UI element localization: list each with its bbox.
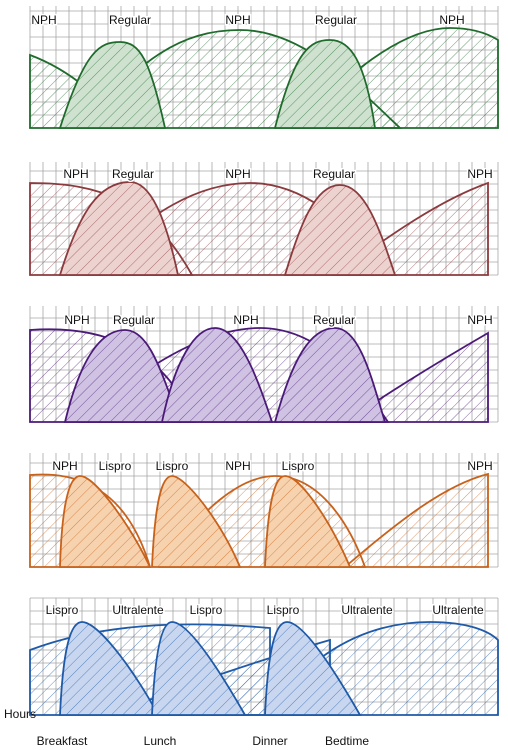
- label-nph-5: NPH: [439, 13, 464, 27]
- meal-label-bedtime: Bedtime: [325, 734, 369, 748]
- curve-nph-6: [342, 472, 489, 568]
- curve-lispro-2: [59, 475, 152, 568]
- label-nph-1: NPH: [31, 13, 56, 27]
- panels-group: NPH Regular NPH Regular NPH NPH Regular NPH Regu…: [29, 6, 499, 716]
- label-nph-4: NPH: [225, 459, 250, 473]
- curve-regular-2: [63, 329, 182, 423]
- label-lispro-4: Lispro: [267, 603, 300, 617]
- label-nph-5: NPH: [467, 167, 492, 181]
- panel-2: NPH Regular NPH Regular NPH: [29, 162, 499, 276]
- label-ultralente-5: Ultralente: [341, 603, 393, 617]
- label-lispro-3: Lispro: [190, 603, 223, 617]
- label-regular-4: Regular: [315, 13, 357, 27]
- panel-4: NPH Lispro Lispro NPH Lispro NPH: [29, 453, 499, 568]
- panel-3: NPH Regular NPH Regular NPH: [29, 306, 499, 423]
- curve-lispro-3: [151, 621, 247, 716]
- meal-label-dinner: Dinner: [252, 734, 287, 748]
- curve-regular-5: [273, 327, 387, 423]
- panel-5: Lispro Ultralente Lispro Lispro Ultralente Ul…: [29, 597, 499, 716]
- panel-1: NPH Regular NPH Regular NPH: [29, 6, 499, 129]
- label-lispro-3: Lispro: [156, 459, 189, 473]
- label-nph-3: NPH: [225, 13, 250, 27]
- curve-regular-2: [58, 41, 167, 129]
- label-nph-3: NPH: [225, 167, 250, 181]
- label-nph-3: NPH: [233, 313, 258, 327]
- label-nph-1: NPH: [63, 167, 88, 181]
- curve-lispro-4: [264, 621, 362, 716]
- label-lispro-2: Lispro: [99, 459, 132, 473]
- meal-label-breakfast: Breakfast: [37, 734, 88, 748]
- curve-regular-2: [58, 181, 180, 276]
- label-nph-6: NPH: [467, 459, 492, 473]
- label-nph-1: NPH: [52, 459, 77, 473]
- curve-lispro-5: [264, 475, 352, 568]
- label-nph-5: NPH: [467, 313, 492, 327]
- curve-lispro-3: [151, 475, 242, 568]
- label-ultralente-6: Ultralente: [432, 603, 484, 617]
- label-nph-1: NPH: [64, 313, 89, 327]
- curve-lispro-1: [59, 621, 160, 716]
- label-lispro-5: Lispro: [282, 459, 315, 473]
- curve-regular-4: [273, 39, 377, 129]
- label-regular-2: Regular: [113, 313, 155, 327]
- curve-regular-4: [283, 184, 397, 276]
- hours-axis-label: Hours: [4, 707, 36, 721]
- label-ultralente-2: Ultralente: [112, 603, 164, 617]
- meal-label-lunch: Lunch: [144, 734, 177, 748]
- label-regular-4: Regular: [313, 313, 355, 327]
- label-regular-2: Regular: [109, 13, 151, 27]
- curve-regular-3: [160, 327, 274, 423]
- label-regular-4: Regular: [313, 167, 355, 181]
- label-regular-2: Regular: [112, 167, 154, 181]
- meal-axis: Breakfast Lunch Dinner Bedtime: [37, 734, 370, 748]
- label-lispro-1: Lispro: [46, 603, 79, 617]
